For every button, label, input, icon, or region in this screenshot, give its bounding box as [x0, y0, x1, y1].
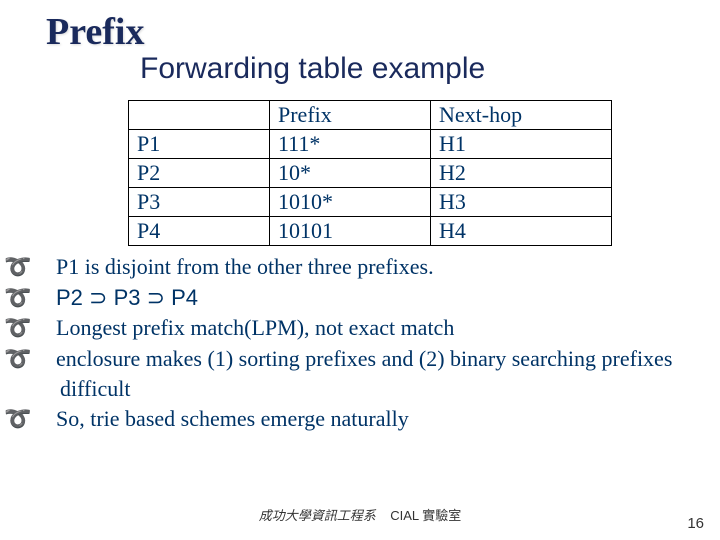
bullet-icon: ➰	[32, 283, 56, 313]
slide: Prefix Forwarding table example Prefix N…	[0, 0, 720, 540]
footer: 成功大學資訊工程系 CIAL 實驗室	[0, 505, 720, 524]
bullet-item: ➰Longest prefix match(LPM), not exact ma…	[32, 313, 690, 343]
bullet-item: ➰P2 ⊃ P3 ⊃ P4	[32, 283, 690, 313]
cell-id: P1	[129, 130, 270, 159]
cell-prefix: 10*	[270, 159, 431, 188]
cell-id: P4	[129, 217, 270, 246]
cell-nexthop: H2	[431, 159, 612, 188]
header-empty	[129, 101, 270, 130]
forwarding-table: Prefix Next-hop P1 111* H1 P2 10* H2 P3 …	[128, 100, 612, 246]
cell-id: P2	[129, 159, 270, 188]
cell-nexthop: H4	[431, 217, 612, 246]
cell-prefix: 10101	[270, 217, 431, 246]
cell-prefix: 1010*	[270, 188, 431, 217]
table-row: P4 10101 H4	[129, 217, 612, 246]
table-row: P2 10* H2	[129, 159, 612, 188]
title-sub: Forwarding table example	[140, 52, 690, 86]
bullet-text: P1 is disjoint from the other three pref…	[56, 254, 434, 279]
bullet-item: ➰enclosure makes (1) sorting prefixes an…	[32, 344, 690, 403]
title-main: Prefix	[46, 10, 690, 54]
bullet-item: ➰So, trie based schemes emerge naturally	[32, 404, 690, 434]
page-number: 16	[687, 515, 704, 532]
header-nexthop: Next-hop	[431, 101, 612, 130]
cell-nexthop: H3	[431, 188, 612, 217]
table-row: P1 111* H1	[129, 130, 612, 159]
bullet-text: Longest prefix match(LPM), not exact mat…	[56, 315, 454, 340]
cell-id: P3	[129, 188, 270, 217]
footer-left: 成功大學資訊工程系	[259, 508, 376, 523]
cell-nexthop: H1	[431, 130, 612, 159]
bullet-text: enclosure makes (1) sorting prefixes and…	[56, 346, 672, 401]
footer-right: CIAL 實驗室	[390, 508, 461, 523]
bullet-icon: ➰	[32, 252, 56, 282]
bullet-text: P2 ⊃ P3 ⊃ P4	[56, 285, 198, 310]
bullet-icon: ➰	[32, 404, 56, 434]
bullet-text: So, trie based schemes emerge naturally	[56, 406, 409, 431]
table-header-row: Prefix Next-hop	[129, 101, 612, 130]
bullet-list: ➰P1 is disjoint from the other three pre…	[32, 252, 690, 434]
cell-prefix: 111*	[270, 130, 431, 159]
header-prefix: Prefix	[270, 101, 431, 130]
bullet-icon: ➰	[32, 313, 56, 343]
table-row: P3 1010* H3	[129, 188, 612, 217]
bullet-icon: ➰	[32, 344, 56, 374]
bullet-item: ➰P1 is disjoint from the other three pre…	[32, 252, 690, 282]
